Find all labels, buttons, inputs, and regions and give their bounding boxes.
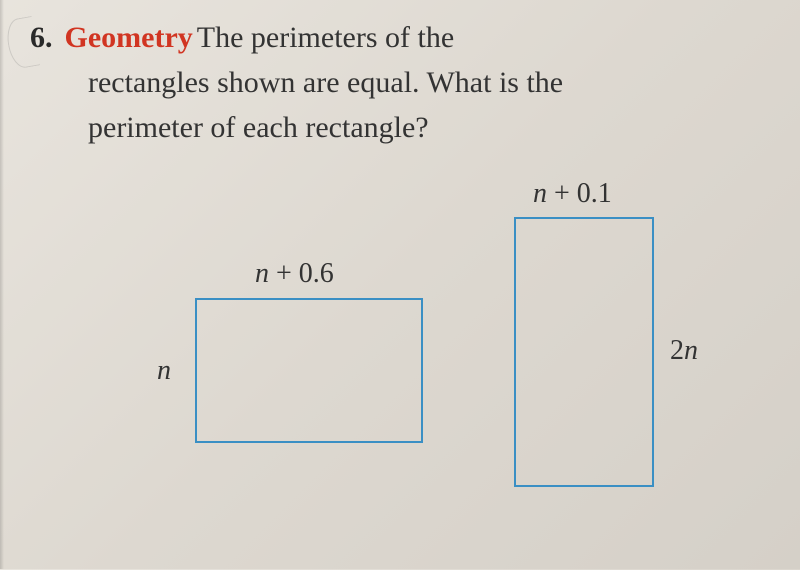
- plus-operator-right: +: [554, 178, 570, 209]
- label-left-top: n + 0.6: [255, 258, 334, 290]
- label-right-top: n + 0.1: [533, 178, 612, 210]
- plus-operator: +: [276, 258, 292, 289]
- label-right-side: 2n: [670, 335, 698, 367]
- question-line2: rectangles shown are equal. What is the: [88, 60, 770, 105]
- coefficient-2: 2: [670, 335, 684, 366]
- problem-statement: 6. Geometry The perimeters of the rectan…: [30, 15, 770, 150]
- diagram-area: n + 0.6 n n + 0.1 2n: [30, 170, 770, 550]
- var-n-side: n: [157, 355, 171, 386]
- rectangle-left: [195, 298, 423, 443]
- subject-label: Geometry: [65, 21, 193, 54]
- label-left-side: n: [157, 355, 171, 387]
- constant-right: 0.1: [577, 178, 612, 209]
- var-n: n: [255, 258, 269, 289]
- var-n-2n: n: [684, 335, 698, 366]
- page-content: 6. Geometry The perimeters of the rectan…: [0, 0, 800, 570]
- var-n-right: n: [533, 178, 547, 209]
- rectangle-right: [514, 217, 654, 487]
- page-left-shadow: [0, 0, 4, 569]
- question-line3: perimeter of each rectangle?: [88, 105, 770, 150]
- question-inline: The perimeters of the: [197, 21, 454, 54]
- constant-left: 0.6: [299, 258, 334, 289]
